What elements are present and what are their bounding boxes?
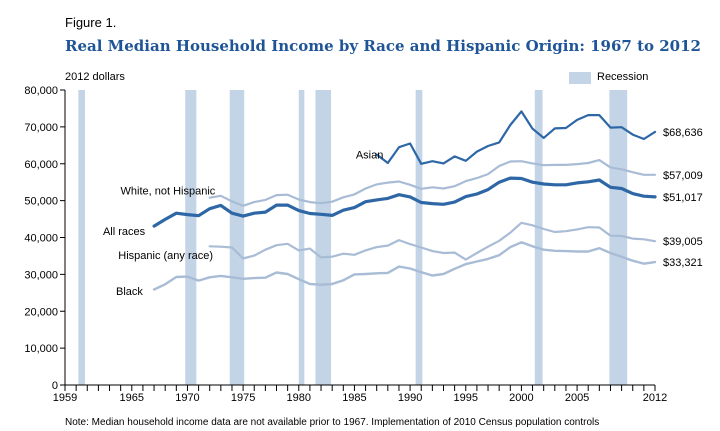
y-tick-label: 30,000 [24, 269, 58, 281]
axes: 0 10,000 20,000 30,000 40,000 50,000 60,000 70,… [24, 85, 667, 404]
x-tick-label: 1995 [454, 392, 478, 404]
figure-label: Figure 1. [65, 15, 117, 30]
y-tick-label: 50,000 [24, 196, 58, 208]
y-tick-label: 40,000 [24, 233, 58, 245]
y-tick-label: 10,000 [24, 343, 58, 355]
series-end-value-label: $57,009 [663, 170, 703, 182]
x-tick-label: 1990 [398, 392, 422, 404]
x-tick-label: 1975 [231, 392, 255, 404]
series-lines [152, 110, 657, 291]
legend-recession-swatch [569, 72, 591, 84]
footnote: Note: Median household income data are n… [65, 417, 600, 428]
series-name-label: Asian [356, 150, 384, 162]
series-name-label: White, not Hispanic [121, 186, 216, 198]
recession-band [298, 90, 305, 385]
legend-recession-label: Recession [597, 71, 649, 83]
x-tick-label: 2012 [643, 392, 667, 404]
series-end-value-label: $51,017 [663, 192, 703, 204]
series-line [208, 221, 657, 261]
y-tick-label: 80,000 [24, 85, 58, 97]
y-axis-unit-label: 2012 dollars [65, 71, 125, 83]
chart-title: Real Median Household Income by Race and… [65, 37, 701, 55]
series-line [152, 176, 657, 228]
recession-bands [78, 90, 628, 385]
recession-band [534, 90, 543, 385]
series-end-value-label: $68,636 [663, 127, 703, 139]
x-tick-label: 1980 [287, 392, 311, 404]
x-tick-label: 2000 [509, 392, 533, 404]
series-labels: Asian White, not Hispanic All races Hispani… [103, 127, 703, 298]
y-tick-label: 60,000 [24, 159, 58, 171]
legend: Recession [569, 71, 659, 85]
series-line [375, 110, 657, 165]
x-tick-label: 1970 [175, 392, 199, 404]
series-line [152, 241, 657, 291]
recession-band [609, 90, 628, 385]
x-tick-label: 1965 [120, 392, 144, 404]
x-tick-label: 2005 [565, 392, 589, 404]
x-tick-label: 1959 [53, 392, 77, 404]
series-name-label: Hispanic (any race) [118, 250, 213, 262]
series-name-label: All races [103, 226, 146, 238]
series-line [208, 159, 657, 207]
series-end-value-label: $39,005 [663, 236, 703, 248]
recession-band [315, 90, 332, 385]
recession-band [415, 90, 423, 385]
y-tick-label: 70,000 [24, 122, 58, 134]
series-end-value-label: $33,321 [663, 257, 703, 269]
recession-band [229, 90, 245, 385]
y-tick-label: 20,000 [24, 306, 58, 318]
y-tick-label: 0 [52, 380, 58, 392]
series-name-label: Black [116, 286, 143, 298]
x-tick-label: 1985 [342, 392, 366, 404]
recession-band [185, 90, 197, 385]
recession-band [78, 90, 86, 385]
